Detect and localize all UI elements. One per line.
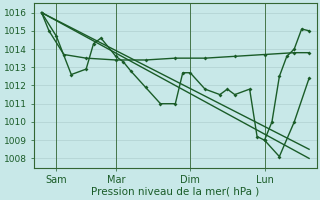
X-axis label: Pression niveau de la mer( hPa ): Pression niveau de la mer( hPa ) (91, 187, 260, 197)
